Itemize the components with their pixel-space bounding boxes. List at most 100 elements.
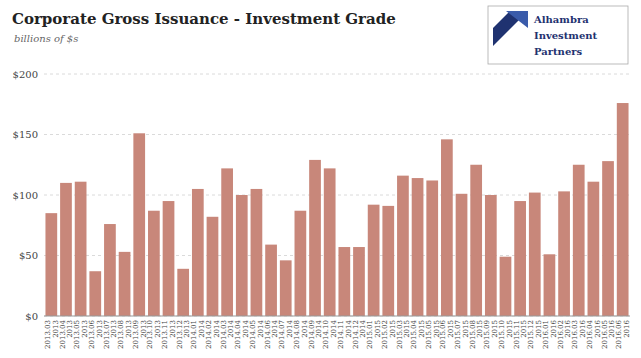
- bar: [324, 168, 336, 316]
- x-tick-label: 2016.022016: [557, 319, 573, 348]
- bar: [602, 161, 614, 316]
- x-tick-label: 2015.072015: [454, 320, 470, 349]
- x-tick-label: 2014.072014: [278, 319, 294, 348]
- x-tick-label: 2014.122014: [352, 319, 368, 348]
- bar: [412, 178, 424, 316]
- subtitle: billions of $s: [14, 33, 78, 44]
- chart: Corporate Gross Issuance - Investment Gr…: [0, 0, 641, 358]
- bar: [485, 195, 497, 316]
- x-tick-label: 2014.052014: [249, 319, 265, 348]
- logo-box: [488, 6, 628, 64]
- x-tick-label: 2013.092013: [132, 320, 148, 349]
- bars: [45, 103, 628, 316]
- bar: [338, 247, 350, 316]
- x-tick-label: 2014.102014: [322, 319, 338, 348]
- y-tick-label: $150: [13, 129, 38, 140]
- grid-line: [44, 134, 630, 135]
- x-tick-label: 2014.022014: [205, 319, 221, 348]
- x-tick-label: 2015.042015: [410, 319, 426, 348]
- x-tick-label: 2015.092015: [483, 320, 499, 349]
- bar: [558, 191, 570, 316]
- bar: [470, 165, 482, 316]
- bar: [588, 182, 600, 316]
- bar: [514, 201, 526, 316]
- bar: [89, 271, 101, 316]
- bar: [192, 189, 204, 316]
- grid-line: [44, 195, 630, 196]
- x-tick-label: 2015.012015: [366, 320, 382, 349]
- x-tick-label: 2014.012014: [190, 319, 206, 348]
- x-tick-label: 2014.112014: [337, 319, 353, 348]
- x-tick-label-line: 2016: [623, 319, 631, 337]
- x-tick-label: 2014.032014: [220, 319, 236, 348]
- bar: [119, 252, 131, 316]
- bar: [75, 182, 87, 316]
- bar: [617, 103, 629, 316]
- x-tick-label: 2015.062015: [439, 319, 455, 348]
- bar: [544, 254, 556, 316]
- bar: [60, 183, 72, 316]
- logo: AlhambraInvestmentPartners: [488, 6, 628, 64]
- bar: [133, 133, 145, 316]
- x-tick-label: 2016.052016: [601, 319, 617, 348]
- bar: [177, 269, 189, 316]
- y-tick-label: $50: [19, 250, 38, 261]
- x-tick-label: 2013.072013: [103, 320, 119, 349]
- bar: [456, 194, 468, 316]
- annotation: Partners: [534, 46, 583, 57]
- bar: [573, 165, 585, 316]
- bar: [441, 139, 453, 316]
- x-tick-label: 2016.012016: [542, 319, 558, 348]
- logo-shape: [506, 11, 528, 28]
- bar: [529, 193, 541, 316]
- x-tick-label: 2014.042014: [234, 319, 250, 348]
- x-tick-label: 2015.022015: [381, 320, 397, 349]
- bar: [397, 176, 409, 316]
- bar: [500, 257, 512, 316]
- x-tick-label: 2015.122015: [527, 320, 543, 349]
- x-tick-label: 2014.092014: [308, 319, 324, 348]
- x-tick-label: 2016.062016: [615, 319, 631, 348]
- x-tick-label: 2013.062013: [88, 319, 104, 348]
- bar: [236, 195, 248, 316]
- x-tick-label: 2013.042013: [59, 319, 75, 348]
- bar: [265, 245, 277, 316]
- logo-shape: [493, 11, 528, 46]
- grid-line: [44, 74, 630, 75]
- x-tick-label: 2013.122013: [176, 320, 192, 349]
- x-tick-label: 2013.032013: [44, 320, 60, 349]
- x-tick-label: 2016.042016: [586, 319, 602, 348]
- x-tick-label: 2013.052013: [73, 320, 89, 349]
- grid-line: [44, 316, 630, 317]
- y-tick-label: $100: [13, 190, 38, 201]
- x-tick-label: 2015.112015: [513, 320, 529, 349]
- bar: [221, 168, 233, 316]
- title: Corporate Gross Issuance - Investment Gr…: [12, 10, 396, 28]
- bar: [45, 213, 57, 316]
- x-tick-label: 2014.062014: [264, 319, 280, 348]
- x-tick-label: 2014.082014: [293, 319, 309, 348]
- y-tick-label: $0: [25, 311, 38, 322]
- x-tick-label: 2015.032015: [396, 320, 412, 349]
- bar: [426, 180, 438, 316]
- logo-shape: [493, 11, 510, 28]
- bar: [353, 247, 365, 316]
- bar: [280, 260, 292, 316]
- x-axis-line: [44, 316, 630, 317]
- y-axis: $0$50$100$150$200: [13, 69, 630, 322]
- grid-line: [44, 255, 630, 256]
- bar: [148, 211, 160, 316]
- annotation: Alhambra: [533, 14, 589, 25]
- bar: [368, 205, 380, 316]
- bar: [295, 211, 307, 316]
- page: {"chart_data": { "type": "bar", "title":…: [0, 0, 641, 358]
- bar: [382, 206, 394, 316]
- x-tick-label: 2016.032016: [571, 319, 587, 348]
- x-tick-label: 2015.082015: [469, 320, 485, 349]
- bar: [104, 224, 116, 316]
- bar: [207, 217, 219, 316]
- x-tick-label: 2013.102013: [146, 320, 162, 349]
- x-tick-label: 2015.052015: [425, 320, 441, 349]
- x-tick-label: 2015.102015: [498, 320, 514, 349]
- x-tick-label: 2013.082013: [117, 320, 133, 349]
